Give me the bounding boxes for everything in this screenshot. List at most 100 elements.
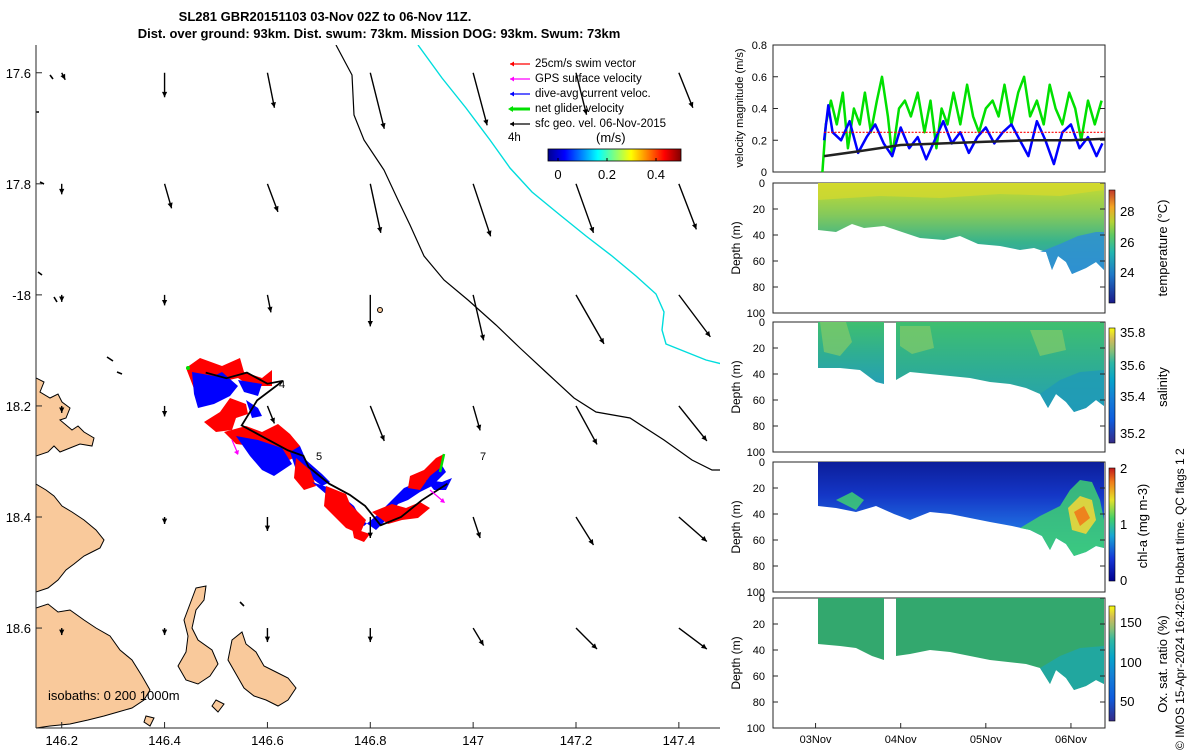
map-legend: 25cm/s swim vector GPS surface velocity …	[508, 58, 682, 182]
geo-velocity-arrow	[678, 405, 708, 442]
net-velocity-arrow	[438, 453, 446, 473]
oxygen-y-ticks: 0 20 40 60 80 100	[747, 593, 1105, 735]
oxygen-field	[818, 598, 884, 660]
oxygen-panel: 50 100 150 Ox. sat. ratio (%) Depth (m) …	[729, 593, 1170, 746]
geo-velocity-arrowhead	[267, 306, 273, 313]
legend-net-arrowhead	[508, 106, 513, 112]
temperature-colorbar-tick: 26	[1120, 235, 1134, 250]
chlorophyll-y-tick-label: 80	[753, 561, 765, 573]
map-y-ticks: 17.6 17.8 -18 18.2 18.4 18.6	[6, 66, 42, 636]
geo-velocity-arrow	[575, 294, 605, 345]
colorbar-tick-label: 0	[554, 167, 561, 182]
salinity-fresh-patch	[820, 322, 1066, 356]
salinity-y-tick-label: 60	[753, 395, 765, 407]
salinity-y-tick-label: 20	[753, 343, 765, 355]
copyright-note: © IMOS 15-Apr-2024 16:42:05 Hobart time.…	[1173, 448, 1187, 750]
temperature-deep-water	[1040, 232, 1104, 274]
isobath-200m	[335, 45, 720, 471]
geo-velocity-arrowhead	[167, 202, 173, 209]
geo-velocity-arrow	[266, 72, 276, 108]
oxygen-y-tick-label: 60	[753, 671, 765, 683]
island-land	[227, 631, 297, 707]
oxygen-colorbar-tick: 150	[1120, 615, 1142, 630]
day-marker-5: 5	[316, 451, 322, 463]
geo-velocity-arrowhead	[161, 629, 168, 636]
velocity-y-tick-label: 0.2	[752, 135, 767, 147]
velocity-y-tick-label: 0.8	[752, 40, 767, 52]
geo-velocity-arrowhead	[700, 643, 707, 650]
chlorophyll-bloom-green	[836, 480, 1104, 556]
geo-velocity-arrowhead	[705, 330, 711, 337]
geo-velocity-arrowhead	[377, 226, 383, 233]
chlorophyll-y-tick-label: 20	[753, 483, 765, 495]
gps-velocity-arrowhead	[234, 450, 239, 455]
chlorophyll-y-tick-label: 0	[759, 457, 765, 469]
chlorophyll-colorbar-tick: 0	[1120, 573, 1127, 588]
time-x-ticks: 03Nov 04Nov 05Nov 06Nov	[800, 723, 1087, 746]
velocity-y-ticks: 0 0.2 0.4 0.6 0.8	[752, 40, 1105, 179]
geo-velocity-arrowhead	[589, 226, 595, 233]
mainland-land	[36, 377, 95, 457]
oxygen-y-tick-label: 40	[753, 645, 765, 657]
legend-net-label: net glider velocity	[535, 103, 624, 115]
salinity-colorbar-tick: 35.2	[1120, 426, 1145, 441]
geo-velocity-arrow	[369, 72, 385, 129]
temperature-y-ticks: 0 20 40 60 80 100	[747, 178, 1105, 320]
geo-velocity-arrowhead	[161, 299, 168, 306]
salinity-panel: 35.2 35.4 35.6 35.8 salinity Depth (m) 0…	[729, 317, 1170, 459]
temperature-colorbar-bar	[1108, 189, 1116, 304]
geo-velocity-arrow	[472, 294, 485, 341]
temperature-colorbar-tick: 28	[1120, 204, 1134, 219]
legend-current-label: dive-avg current veloc.	[535, 88, 651, 100]
geo-velocity-arrow	[369, 405, 385, 442]
geo-velocity-arrowhead	[59, 188, 65, 195]
geo-velocity-arrowhead	[367, 532, 373, 538]
oxygen-low-patch	[1040, 646, 1104, 690]
salinity-colorbar-tick: 35.4	[1120, 389, 1145, 404]
geo-velocity-arrowhead	[588, 539, 594, 545]
salinity-y-tick-label: 40	[753, 369, 765, 381]
velocity-series-net-glider-velocity	[821, 75, 1103, 173]
chlorophyll-y-ticks: 0 20 40 60 80 100	[747, 457, 1105, 599]
velocity-y-tick-label: 0	[761, 167, 767, 179]
map-x-tick-label: 146.6	[251, 733, 284, 748]
geo-velocity-arrowhead	[486, 230, 492, 237]
map-x-tick-label: 147	[462, 733, 484, 748]
temperature-surface-warm	[818, 183, 1104, 200]
temperature-field	[818, 183, 1104, 274]
velocity-y-tick-label: 0.4	[752, 104, 767, 116]
geo-velocity-arrow	[678, 627, 708, 650]
isobaths-legend: isobaths: 0 200 1000m	[48, 688, 180, 703]
geo-velocity-arrowhead	[592, 438, 597, 445]
oxygen-colorbar-tick: 100	[1120, 655, 1142, 670]
oxygen-colorbar-label: Ox. sat. ratio (%)	[1155, 615, 1170, 713]
chlorophyll-y-tick-label: 100	[747, 587, 765, 599]
map-x-tick-label: 146.4	[148, 733, 181, 748]
geo-velocity-arrowhead	[691, 223, 697, 230]
salinity-y-label: Depth (m)	[729, 360, 743, 413]
chlorophyll-y-tick-label: 60	[753, 535, 765, 547]
geo-velocity-arrowhead	[273, 205, 279, 212]
chlorophyll-colorbar-tick: 1	[1120, 517, 1127, 532]
oxygen-y-tick-label: 80	[753, 697, 765, 709]
isobath-1000m	[417, 45, 720, 365]
geo-velocity-arrowhead	[270, 101, 276, 108]
geo-velocity-arrow	[575, 516, 595, 546]
salinity-y-ticks: 0 20 40 60 80 100	[747, 317, 1105, 459]
geo-velocity-arrowhead	[367, 636, 373, 643]
geo-velocity-arrowhead	[476, 424, 482, 431]
geo-velocity-arrowhead	[161, 518, 168, 524]
chlorophyll-colorbar-bar	[1108, 467, 1116, 582]
geo-velocity-arrowhead	[60, 73, 66, 80]
time-x-tick-label: 03Nov	[800, 734, 832, 746]
net-velocity-marker	[186, 366, 190, 370]
salinity-y-tick-label: 0	[759, 317, 765, 329]
island-land	[177, 585, 219, 685]
geo-velocity-arrowhead	[475, 532, 481, 538]
temperature-y-tick-label: 80	[753, 282, 765, 294]
oxygen-y-tick-label: 100	[747, 723, 765, 735]
map-x-tick-label: 146.8	[354, 733, 387, 748]
geo-velocity-arrowhead	[264, 636, 271, 643]
geo-velocity-arrowhead	[591, 643, 597, 650]
velocity-series-sfc-geo-vel-	[823, 137, 1106, 158]
